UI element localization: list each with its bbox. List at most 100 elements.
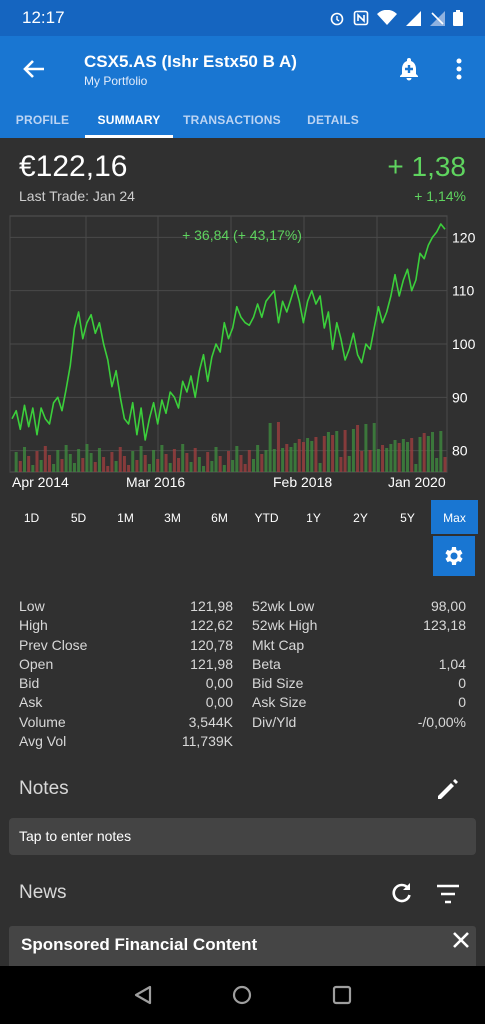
stat-value: 121,98 bbox=[190, 598, 233, 614]
volume-bar bbox=[360, 451, 364, 472]
nav-recents-icon[interactable] bbox=[331, 984, 353, 1006]
stat-label: Prev Close bbox=[19, 636, 88, 653]
volume-bar bbox=[435, 458, 439, 472]
volume-bar bbox=[206, 452, 210, 472]
edit-notes-icon[interactable] bbox=[435, 776, 461, 802]
stat-label: Avg Vol bbox=[19, 733, 67, 750]
sponsored-content-card[interactable]: Sponsored Financial Content bbox=[9, 926, 476, 966]
status-icons bbox=[329, 10, 463, 26]
refresh-icon[interactable] bbox=[388, 880, 414, 906]
range-3m[interactable]: 3M bbox=[164, 511, 181, 525]
price-change: + 1,38 bbox=[387, 151, 466, 182]
volume-bar bbox=[339, 457, 343, 472]
volume-bar bbox=[222, 465, 226, 472]
stats-row: Volume 3,544K Div/Yld -/0,00% bbox=[19, 714, 466, 733]
volume-bar bbox=[135, 460, 139, 472]
range-6m[interactable]: 6M bbox=[211, 511, 228, 525]
range-1d[interactable]: 1D bbox=[23, 511, 40, 525]
volume-bar bbox=[189, 462, 193, 472]
y-tick-label: 80 bbox=[452, 443, 468, 459]
volume-bar bbox=[243, 464, 247, 472]
volume-bar bbox=[122, 456, 126, 472]
volume-bar bbox=[397, 443, 401, 472]
stat-label: 52wk High bbox=[252, 617, 318, 634]
y-tick-label: 100 bbox=[452, 336, 476, 352]
stats-row: Bid 0,00 Bid Size 0 bbox=[19, 675, 466, 694]
stat-value: 120,78 bbox=[190, 636, 233, 653]
stat-value: 3,544K bbox=[188, 713, 233, 730]
volume-bar bbox=[247, 450, 251, 472]
tab-profile[interactable]: PROFILE bbox=[15, 113, 70, 127]
volume-bar bbox=[156, 459, 160, 472]
back-arrow-icon[interactable] bbox=[20, 55, 48, 83]
volume-bar bbox=[268, 423, 272, 472]
stats-row: Avg Vol 11,739K bbox=[19, 733, 466, 752]
last-price: €122,16 bbox=[19, 150, 128, 183]
volume-bar bbox=[218, 456, 222, 472]
stats-table: Low 121,98 52wk Low 98,00 High 122,62 52wk Hig… bbox=[19, 598, 466, 752]
nav-home-icon[interactable] bbox=[231, 984, 253, 1006]
chart-settings-button[interactable] bbox=[433, 536, 475, 576]
stats-row: Ask 0,00 Ask Size 0 bbox=[19, 694, 466, 713]
volume-bar bbox=[193, 448, 197, 472]
range-5y[interactable]: 5Y bbox=[400, 511, 415, 525]
stat-label: 52wk Low bbox=[252, 598, 315, 614]
tab-summary[interactable]: SUMMARY bbox=[85, 102, 173, 138]
status-bar: 12:17 bbox=[0, 0, 485, 36]
stat-value: 0,00 bbox=[205, 694, 233, 711]
y-tick-label: 110 bbox=[452, 283, 475, 299]
volume-bar bbox=[93, 462, 97, 472]
page-title: CSX5.AS (Ishr Estx50 B A) bbox=[84, 52, 297, 71]
notes-input[interactable]: Tap to enter notes bbox=[9, 818, 476, 855]
tab-transactions[interactable]: TRANSACTIONS bbox=[183, 113, 281, 127]
volume-bar bbox=[214, 447, 218, 472]
stat-label: Ask Size bbox=[252, 694, 307, 711]
stat-value: 121,98 bbox=[190, 655, 233, 672]
volume-bar bbox=[177, 458, 181, 472]
volume-bar bbox=[227, 451, 230, 472]
range-1m[interactable]: 1M bbox=[117, 511, 134, 525]
volume-bar bbox=[389, 444, 393, 472]
stats-row: Open 121,98 Beta 1,04 bbox=[19, 656, 466, 675]
close-icon[interactable] bbox=[450, 929, 472, 951]
add-alert-icon[interactable] bbox=[396, 56, 422, 82]
stats-row: High 122,62 52wk High 123,18 bbox=[19, 617, 466, 636]
volume-bar bbox=[139, 446, 143, 472]
volume-bar bbox=[39, 460, 43, 472]
volume-bar bbox=[31, 465, 35, 472]
volume-bar bbox=[106, 466, 110, 472]
volume-bar bbox=[272, 449, 276, 472]
volume-bar bbox=[368, 450, 372, 472]
volume-bar bbox=[306, 438, 310, 472]
volume-bar bbox=[293, 443, 297, 472]
range-5d[interactable]: 5D bbox=[70, 511, 87, 525]
range-2y[interactable]: 2Y bbox=[353, 511, 368, 525]
stat-label: High bbox=[19, 617, 48, 634]
volume-bar bbox=[264, 450, 268, 472]
volume-bar bbox=[235, 446, 239, 472]
volume-bar bbox=[97, 448, 101, 472]
range-1y[interactable]: 1Y bbox=[306, 511, 321, 525]
chart-change-annotation: + 36,84 (+ 43,17%) bbox=[182, 227, 302, 243]
volume-bar bbox=[343, 430, 347, 472]
volume-bar bbox=[443, 457, 447, 472]
filter-icon[interactable] bbox=[435, 882, 461, 906]
stat-label: Div/Yld bbox=[252, 713, 297, 730]
alarm-icon bbox=[330, 12, 344, 26]
volume-bar bbox=[231, 460, 235, 472]
signal-icon bbox=[406, 11, 421, 26]
volume-bar bbox=[281, 448, 285, 472]
volume-bar bbox=[351, 429, 355, 472]
volume-bar bbox=[318, 463, 322, 472]
price-chart[interactable]: 120 110 100 90 80 + 36,84 (+ 43,17%) Apr 2014 M… bbox=[0, 212, 485, 494]
volume-bar bbox=[406, 442, 410, 472]
volume-bar bbox=[410, 438, 414, 472]
overflow-menu-icon[interactable] bbox=[450, 56, 468, 82]
tab-details[interactable]: DETAILS bbox=[307, 113, 359, 127]
nav-back-icon[interactable] bbox=[132, 984, 154, 1006]
volume-bar bbox=[43, 446, 47, 472]
range-max[interactable]: Max bbox=[431, 500, 478, 534]
range-ytd[interactable]: YTD bbox=[254, 511, 279, 525]
wifi-icon bbox=[377, 10, 397, 25]
volume-bar bbox=[385, 448, 389, 472]
